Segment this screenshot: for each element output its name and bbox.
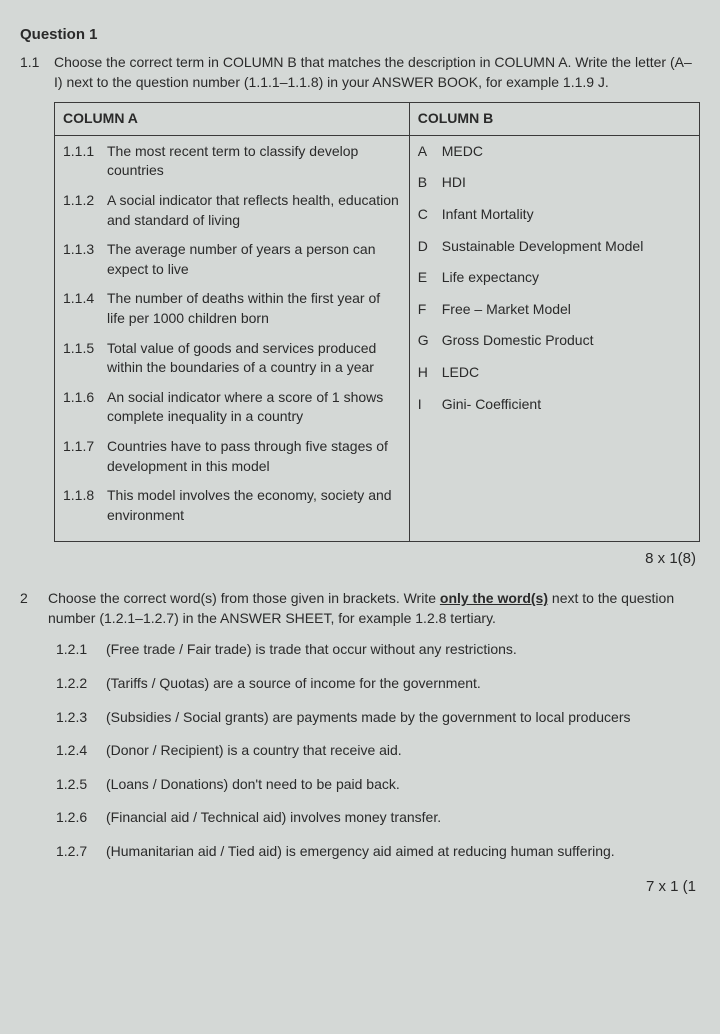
q1-2-item-text: (Humanitarian aid / Tied aid) is emergen… — [106, 842, 700, 862]
col-a-item-text: This model involves the economy, society… — [107, 486, 401, 525]
col-a-item-number: 1.1.7 — [63, 437, 107, 476]
q1-2-item: 1.2.3(Subsidies / Social grants) are pay… — [56, 708, 700, 728]
col-b-item-letter: I — [418, 395, 442, 415]
q1-2-item-number: 1.2.4 — [56, 741, 106, 761]
q1-2-item-number: 1.2.1 — [56, 640, 106, 660]
q1-2-item-number: 1.2.3 — [56, 708, 106, 728]
q1-1-marks: 8 x 1(8) — [20, 548, 696, 569]
question-title: Question 1 — [20, 24, 700, 45]
col-b-item-text: Free – Market Model — [442, 300, 571, 320]
col-a-item-text: The number of deaths within the first ye… — [107, 289, 401, 328]
col-a-item: 1.1.4The number of deaths within the fir… — [63, 289, 401, 328]
col-b-item-text: Gross Domestic Product — [442, 331, 594, 351]
col-b-item: AMEDC — [418, 142, 691, 162]
col-a-item: 1.1.3The average number of years a perso… — [63, 240, 401, 279]
col-b-item-text: Sustainable Development Model — [442, 237, 644, 257]
col-b-item-letter: F — [418, 300, 442, 320]
col-b-item-text: Gini- Coefficient — [442, 395, 541, 415]
q1-2-item-text: (Loans / Donations) don't need to be pai… — [106, 775, 700, 795]
q1-2-item-number: 1.2.6 — [56, 808, 106, 828]
q1-2-item-text: (Donor / Recipient) is a country that re… — [106, 741, 700, 761]
col-b-item-letter: E — [418, 268, 442, 288]
col-b-item-letter: G — [418, 331, 442, 351]
q1-2-item-number: 1.2.7 — [56, 842, 106, 862]
col-b-item-text: LEDC — [442, 363, 479, 383]
col-a-item-number: 1.1.2 — [63, 191, 107, 230]
col-a-item: 1.1.2A social indicator that reflects he… — [63, 191, 401, 230]
col-a-item-text: The average number of years a person can… — [107, 240, 401, 279]
q1-1-instruction: Choose the correct term in COLUMN B that… — [54, 53, 700, 92]
q1-2-item-text: (Financial aid / Technical aid) involves… — [106, 808, 700, 828]
col-b-item: CInfant Mortality — [418, 205, 691, 225]
q1-2-item: 1.2.7(Humanitarian aid / Tied aid) is em… — [56, 842, 700, 862]
q1-2-item: 1.2.6(Financial aid / Technical aid) inv… — [56, 808, 700, 828]
col-a-item-number: 1.1.1 — [63, 142, 107, 181]
q1-2-instruction: Choose the correct word(s) from those gi… — [48, 589, 700, 628]
q1-2-item: 1.2.5(Loans / Donations) don't need to b… — [56, 775, 700, 795]
col-a-cell: 1.1.1The most recent term to classify de… — [55, 135, 410, 542]
match-table: COLUMN A COLUMN B 1.1.1The most recent t… — [54, 102, 700, 542]
col-b-item-text: Life expectancy — [442, 268, 539, 288]
col-b-item-text: HDI — [442, 173, 466, 193]
col-b-header: COLUMN B — [409, 103, 699, 136]
col-b-item: GGross Domestic Product — [418, 331, 691, 351]
col-b-item-letter: H — [418, 363, 442, 383]
col-a-item-number: 1.1.3 — [63, 240, 107, 279]
q1-2-item-text: (Free trade / Fair trade) is trade that … — [106, 640, 700, 660]
q1-2-instruction-row: 2 Choose the correct word(s) from those … — [20, 589, 700, 628]
col-b-item: ELife expectancy — [418, 268, 691, 288]
col-a-item-text: An social indicator where a score of 1 s… — [107, 388, 401, 427]
q1-1-number: 1.1 — [20, 53, 54, 92]
col-a-item: 1.1.1The most recent term to classify de… — [63, 142, 401, 181]
q1-2-item-text: (Tariffs / Quotas) are a source of incom… — [106, 674, 700, 694]
col-b-item: IGini- Coefficient — [418, 395, 691, 415]
col-a-item-text: The most recent term to classify develop… — [107, 142, 401, 181]
col-a-item-number: 1.1.6 — [63, 388, 107, 427]
col-a-header: COLUMN A — [55, 103, 410, 136]
q1-2-number: 2 — [20, 589, 48, 628]
col-b-item-letter: A — [418, 142, 442, 162]
col-b-cell: AMEDCBHDICInfant MortalityDSustainable D… — [409, 135, 699, 542]
q1-1-instruction-row: 1.1 Choose the correct term in COLUMN B … — [20, 53, 700, 92]
col-a-item-number: 1.1.5 — [63, 339, 107, 378]
col-a-item: 1.1.6An social indicator where a score o… — [63, 388, 401, 427]
col-a-item-text: Countries have to pass through five stag… — [107, 437, 401, 476]
col-b-item-letter: C — [418, 205, 442, 225]
col-b-item-text: MEDC — [442, 142, 483, 162]
col-a-item: 1.1.5Total value of goods and services p… — [63, 339, 401, 378]
col-b-item-letter: D — [418, 237, 442, 257]
q1-2-item-number: 1.2.2 — [56, 674, 106, 694]
q1-2-item-text: (Subsidies / Social grants) are payments… — [106, 708, 700, 728]
q1-2-marks: 7 x 1 (1 — [20, 876, 696, 897]
col-b-item: FFree – Market Model — [418, 300, 691, 320]
q1-2-instr-underline: only the word(s) — [440, 590, 548, 606]
col-a-item-text: Total value of goods and services produc… — [107, 339, 401, 378]
col-b-item-letter: B — [418, 173, 442, 193]
q1-2-instr-pre: Choose the correct word(s) from those gi… — [48, 590, 440, 606]
q1-2-item: 1.2.4(Donor / Recipient) is a country th… — [56, 741, 700, 761]
col-b-item: DSustainable Development Model — [418, 237, 691, 257]
col-a-item-number: 1.1.8 — [63, 486, 107, 525]
col-a-item-number: 1.1.4 — [63, 289, 107, 328]
col-b-item-text: Infant Mortality — [442, 205, 534, 225]
col-a-item: 1.1.8This model involves the economy, so… — [63, 486, 401, 525]
q1-2-item-number: 1.2.5 — [56, 775, 106, 795]
q1-2-item: 1.2.2(Tariffs / Quotas) are a source of … — [56, 674, 700, 694]
q1-2-item: 1.2.1(Free trade / Fair trade) is trade … — [56, 640, 700, 660]
col-b-item: HLEDC — [418, 363, 691, 383]
col-b-item: BHDI — [418, 173, 691, 193]
col-a-item-text: A social indicator that reflects health,… — [107, 191, 401, 230]
col-a-item: 1.1.7Countries have to pass through five… — [63, 437, 401, 476]
